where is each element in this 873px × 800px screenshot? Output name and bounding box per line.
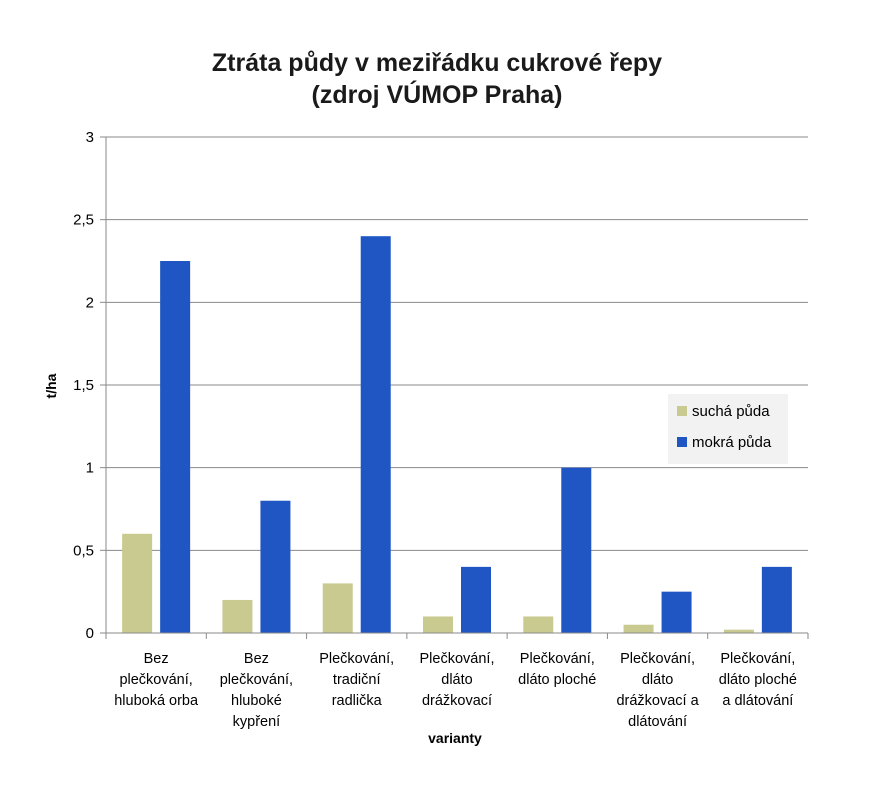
y-tick-label: 1	[86, 460, 94, 477]
x-tick-label-line: Bez	[244, 651, 269, 667]
bar-mokra-3	[360, 236, 391, 633]
legend-label: mokrá půda	[692, 434, 772, 451]
bar-sucha-7	[723, 629, 754, 633]
x-tick-label-line: a dlátování	[722, 693, 793, 709]
legend-swatch	[677, 406, 687, 416]
bars	[122, 236, 792, 633]
x-tick-label-line: dláto	[441, 672, 472, 688]
bar-sucha-6	[623, 624, 654, 633]
bar-sucha-4	[423, 616, 453, 633]
x-tick-label: Bez plečkování, hluboká orba	[114, 651, 199, 709]
gridlines	[100, 136, 808, 634]
bar-mokra-2	[260, 500, 291, 633]
x-tick-label-line: dláto ploché	[518, 672, 596, 688]
x-tick-label: Bez plečkování, hluboké kypření	[220, 651, 293, 730]
bar-mokra-4	[461, 566, 491, 633]
x-tick-label-line: plečkování,	[220, 672, 293, 688]
x-tick-label-line: Plečkování,	[319, 651, 394, 667]
y-tick-label: 0	[86, 625, 94, 642]
x-tick-labels: Bez plečkování, hluboká orba Bez plečkování,…	[114, 651, 797, 730]
x-tick-label-line: dlátování	[628, 714, 687, 730]
x-tick-label-line: Plečkování,	[520, 651, 595, 667]
y-tick-label: 1,5	[73, 377, 94, 394]
bar-mokra-5	[561, 467, 592, 633]
axes	[105, 137, 809, 639]
x-tick-label-line: hluboké	[231, 693, 282, 709]
bar-sucha-5	[523, 616, 554, 633]
x-tick-label-line: Bez	[144, 651, 169, 667]
x-tick-label-line: hluboká orba	[114, 693, 199, 709]
x-tick-label: Plečkování, dláto drážkovací	[420, 651, 495, 709]
bar-mokra-6	[661, 591, 692, 633]
x-tick-label-line: kypření	[233, 714, 281, 730]
x-tick-label-line: drážkovací	[422, 693, 492, 709]
x-tick-label: Plečkování, dláto ploché a dlátování	[719, 651, 797, 709]
y-tick-label: 3	[86, 129, 94, 146]
bar-sucha-3	[322, 583, 353, 633]
x-tick-label: Plečkování, tradiční radlička	[319, 651, 394, 709]
bar-mokra-1	[160, 261, 191, 633]
x-tick-label: Plečkování, dláto drážkovací a dlátování	[616, 651, 699, 730]
x-axis-label: varianty	[428, 730, 482, 746]
y-tick-label: 2	[86, 294, 94, 311]
chart-title-line: (zdroj VÚMOP Praha)	[312, 79, 563, 109]
legend-label: suchá půda	[692, 403, 770, 420]
y-axis-label: t/ha	[43, 373, 59, 398]
legend-swatch	[677, 437, 687, 447]
x-tick-label-line: radlička	[332, 693, 383, 709]
x-tick-label-line: plečkování,	[119, 672, 192, 688]
legend: suchá půda mokrá půda	[668, 394, 788, 464]
x-tick-label-line: Plečkování,	[620, 651, 695, 667]
chart-title-line: Ztráta půdy v meziřádku cukrové řepy	[212, 49, 662, 77]
bar-sucha-2	[222, 599, 253, 633]
chart-title: Ztráta půdy v meziřádku cukrové řepy(zdr…	[212, 49, 662, 109]
x-tick-label-line: Plečkování,	[420, 651, 495, 667]
bar-sucha-1	[122, 533, 153, 633]
x-tick-label-line: dláto	[642, 672, 673, 688]
x-tick-label-line: drážkovací a	[616, 693, 699, 709]
y-tick-labels: 0 0,5 1 1,5 2 2,5 3	[73, 129, 94, 642]
x-tick-label-line: dláto ploché	[719, 672, 797, 688]
x-tick-label: Plečkování, dláto ploché	[518, 651, 596, 688]
x-tick-label-line: Plečkování,	[720, 651, 795, 667]
legend-box	[668, 394, 788, 464]
y-tick-label: 0,5	[73, 542, 94, 559]
x-tick-label-line: tradiční	[333, 672, 381, 688]
y-tick-label: 2,5	[73, 212, 94, 229]
bar-mokra-7	[761, 566, 792, 633]
